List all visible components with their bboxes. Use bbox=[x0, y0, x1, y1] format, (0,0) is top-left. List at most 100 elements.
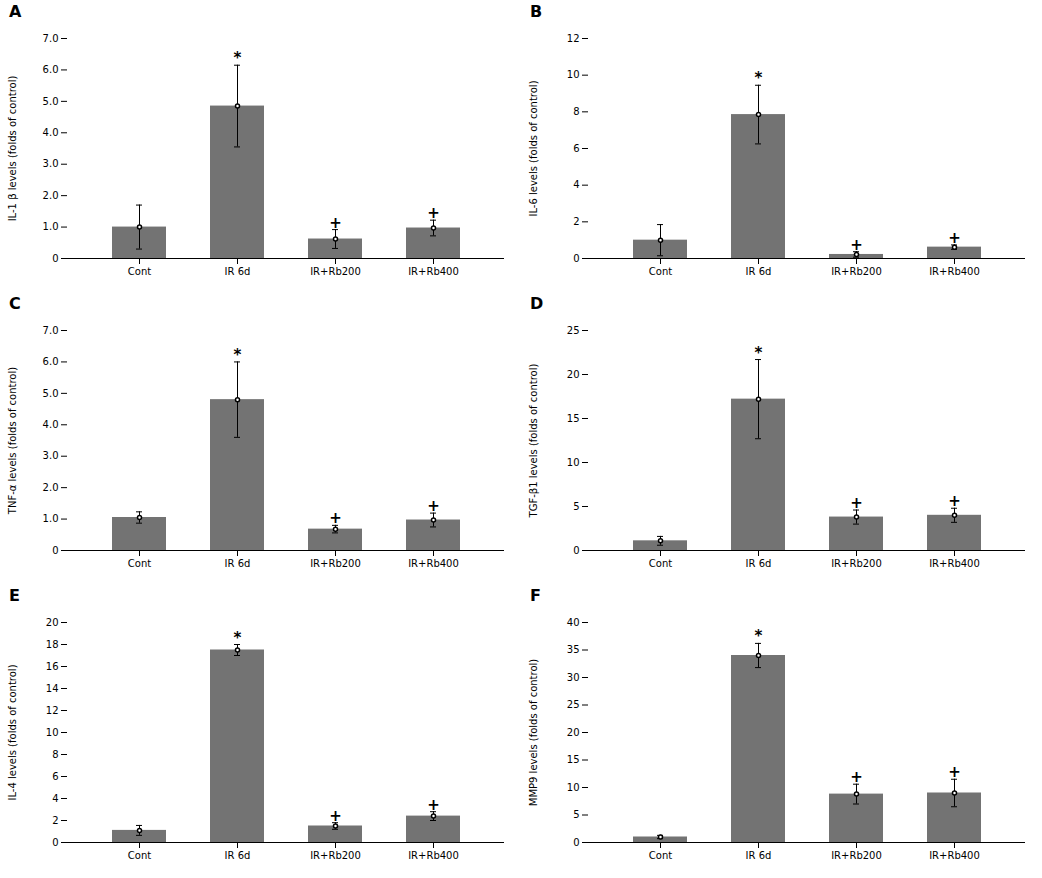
svg-text:7.0: 7.0 bbox=[43, 33, 59, 44]
svg-text:*: * bbox=[755, 344, 763, 362]
svg-text:6.0: 6.0 bbox=[43, 64, 59, 75]
svg-text:IR+Rb400: IR+Rb400 bbox=[929, 266, 980, 277]
svg-text:IL-1 β levels (folds of contro: IL-1 β levels (folds of control) bbox=[7, 76, 18, 222]
svg-text:IR+Rb400: IR+Rb400 bbox=[408, 266, 459, 277]
svg-text:5.0: 5.0 bbox=[43, 96, 59, 107]
svg-text:IR 6d: IR 6d bbox=[225, 266, 251, 277]
svg-text:10: 10 bbox=[567, 69, 580, 80]
svg-text:IR+Rb200: IR+Rb200 bbox=[310, 558, 361, 569]
svg-text:MMP9 levels (folds of control): MMP9 levels (folds of control) bbox=[528, 659, 539, 807]
svg-text:+: + bbox=[329, 509, 342, 527]
svg-text:*: * bbox=[755, 69, 763, 87]
svg-text:TNF-α levels (folds of control: TNF-α levels (folds of control) bbox=[7, 367, 18, 515]
svg-text:18: 18 bbox=[46, 639, 59, 650]
svg-text:Cont: Cont bbox=[649, 266, 672, 277]
svg-text:4.0: 4.0 bbox=[43, 419, 59, 430]
svg-text:10: 10 bbox=[567, 782, 580, 793]
svg-text:10: 10 bbox=[567, 457, 580, 468]
svg-text:+: + bbox=[850, 494, 863, 512]
svg-text:1.0: 1.0 bbox=[43, 221, 59, 232]
svg-text:0: 0 bbox=[52, 545, 58, 556]
svg-text:16: 16 bbox=[46, 661, 59, 672]
svg-text:+: + bbox=[329, 807, 342, 825]
svg-text:*: * bbox=[234, 49, 242, 67]
svg-text:4.0: 4.0 bbox=[43, 127, 59, 138]
svg-text:25: 25 bbox=[567, 325, 580, 336]
svg-text:IR+Rb400: IR+Rb400 bbox=[408, 558, 459, 569]
svg-text:IR 6d: IR 6d bbox=[746, 558, 772, 569]
svg-text:IR+Rb200: IR+Rb200 bbox=[310, 850, 361, 861]
svg-text:20: 20 bbox=[46, 617, 59, 628]
svg-text:6.0: 6.0 bbox=[43, 356, 59, 367]
svg-text:25: 25 bbox=[567, 699, 580, 710]
svg-text:5.0: 5.0 bbox=[43, 388, 59, 399]
svg-text:2: 2 bbox=[52, 815, 58, 826]
svg-text:Cont: Cont bbox=[128, 850, 151, 861]
svg-text:10: 10 bbox=[46, 727, 59, 738]
svg-text:4: 4 bbox=[52, 793, 58, 804]
svg-text:2.0: 2.0 bbox=[43, 482, 59, 493]
svg-text:0: 0 bbox=[52, 253, 58, 264]
svg-text:*: * bbox=[234, 629, 242, 647]
svg-text:2: 2 bbox=[573, 216, 579, 227]
svg-text:IR 6d: IR 6d bbox=[746, 266, 772, 277]
svg-text:IR+Rb400: IR+Rb400 bbox=[929, 850, 980, 861]
html-text:B: B bbox=[530, 2, 543, 21]
svg-text:1.0: 1.0 bbox=[43, 513, 59, 524]
svg-text:3.0: 3.0 bbox=[43, 158, 59, 169]
svg-text:Cont: Cont bbox=[128, 266, 151, 277]
svg-text:TGF-β1 levels (folds of contro: TGF-β1 levels (folds of control) bbox=[528, 364, 539, 519]
svg-text:IR 6d: IR 6d bbox=[746, 850, 772, 861]
svg-text:IL-4 levels (folds of control): IL-4 levels (folds of control) bbox=[7, 664, 18, 800]
svg-text:IR+Rb200: IR+Rb200 bbox=[831, 558, 882, 569]
svg-text:12: 12 bbox=[567, 33, 580, 44]
svg-text:35: 35 bbox=[567, 644, 580, 655]
svg-text:IR 6d: IR 6d bbox=[225, 850, 251, 861]
svg-text:+: + bbox=[850, 768, 863, 786]
svg-text:15: 15 bbox=[567, 413, 580, 424]
svg-text:IR+Rb400: IR+Rb400 bbox=[929, 558, 980, 569]
svg-text:0: 0 bbox=[573, 837, 579, 848]
svg-text:+: + bbox=[948, 492, 961, 510]
svg-text:6: 6 bbox=[52, 771, 58, 782]
html-text:D: D bbox=[530, 294, 544, 313]
svg-text:7.0: 7.0 bbox=[43, 325, 59, 336]
svg-text:4: 4 bbox=[573, 179, 579, 190]
svg-text:15: 15 bbox=[567, 754, 580, 765]
svg-text:0: 0 bbox=[573, 545, 579, 556]
svg-text:Cont: Cont bbox=[649, 558, 672, 569]
svg-text:5: 5 bbox=[573, 809, 579, 820]
svg-text:0: 0 bbox=[573, 253, 579, 264]
svg-text:12: 12 bbox=[46, 705, 59, 716]
svg-text:14: 14 bbox=[46, 683, 59, 694]
svg-text:IL-6 levels (folds of control): IL-6 levels (folds of control) bbox=[528, 80, 539, 216]
svg-text:6: 6 bbox=[573, 143, 579, 154]
svg-text:5: 5 bbox=[573, 501, 579, 512]
svg-text:Cont: Cont bbox=[128, 558, 151, 569]
svg-text:+: + bbox=[329, 214, 342, 232]
svg-text:Cont: Cont bbox=[649, 850, 672, 861]
svg-text:IR+Rb400: IR+Rb400 bbox=[408, 850, 459, 861]
svg-text:+: + bbox=[427, 497, 440, 515]
svg-text:IR+Rb200: IR+Rb200 bbox=[310, 266, 361, 277]
svg-text:3.0: 3.0 bbox=[43, 450, 59, 461]
svg-text:0: 0 bbox=[52, 837, 58, 848]
svg-text:+: + bbox=[427, 204, 440, 222]
html-text:A: A bbox=[9, 2, 22, 21]
svg-text:*: * bbox=[234, 346, 242, 364]
svg-text:30: 30 bbox=[567, 672, 580, 683]
svg-text:IR+Rb200: IR+Rb200 bbox=[831, 850, 882, 861]
svg-text:2.0: 2.0 bbox=[43, 190, 59, 201]
svg-text:+: + bbox=[948, 229, 961, 247]
svg-text:20: 20 bbox=[567, 369, 580, 380]
svg-text:IR 6d: IR 6d bbox=[225, 558, 251, 569]
svg-text:20: 20 bbox=[567, 727, 580, 738]
svg-text:+: + bbox=[850, 236, 863, 254]
svg-text:40: 40 bbox=[567, 617, 580, 628]
svg-text:8: 8 bbox=[52, 749, 58, 760]
svg-text:8: 8 bbox=[573, 106, 579, 117]
svg-text:+: + bbox=[427, 796, 440, 814]
svg-text:IR+Rb200: IR+Rb200 bbox=[831, 266, 882, 277]
svg-text:+: + bbox=[948, 763, 961, 781]
svg-text:*: * bbox=[755, 627, 763, 645]
